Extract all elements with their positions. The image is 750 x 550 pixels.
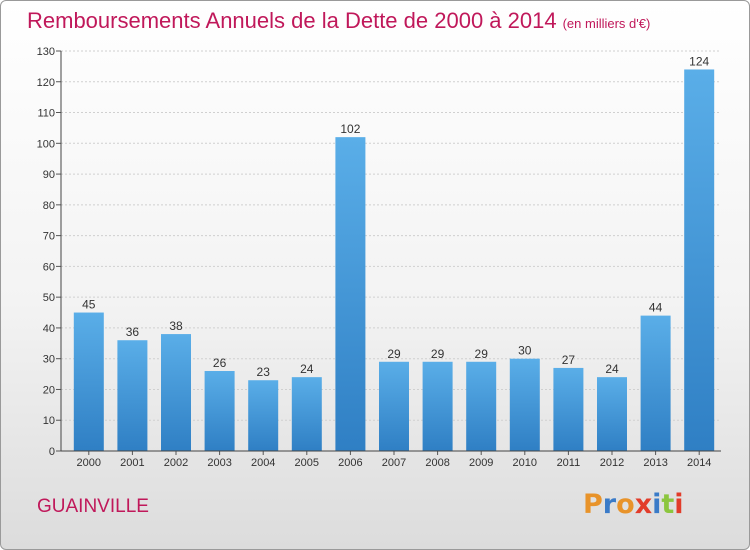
y-axis-ticks: 0 10 20 30 40 50 60 70 80 90 100 110 120 130 [37,46,61,458]
data-label-2001: 36 [126,325,140,339]
x-tick-label-2014: 2014 [687,457,711,469]
x-tick-label-2008: 2008 [425,457,449,469]
x-tick-label-2007: 2007 [382,457,406,469]
y-tick-label: 80 [43,200,55,212]
logo-letter: i [652,489,662,520]
x-tick-label-2001: 2001 [120,457,144,469]
y-tick-label: 130 [37,46,55,58]
bars: 45 2000 36 2001 38 2002 26 2003 23 2004 24 2005 102 2… [73,54,715,469]
bar-2000 [73,312,104,451]
data-label-2009: 29 [475,347,489,361]
data-label-2010: 30 [518,344,532,358]
proxiti-logo: Proxiti [583,489,684,520]
y-tick-label: 60 [43,261,55,273]
bar-2004 [248,380,279,451]
data-label-2007: 29 [387,347,401,361]
x-tick-label-2000: 2000 [77,457,101,469]
y-tick-label: 70 [43,231,55,243]
data-label-2008: 29 [431,347,445,361]
logo-letter: x [634,489,653,520]
bar-2001 [117,340,148,451]
y-tick-label: 40 [43,323,55,335]
bar-2010 [509,358,540,451]
title-text: Remboursements Annuels de la Dette de 20… [27,8,557,33]
data-label-2003: 26 [213,356,227,370]
y-tick-label: 90 [43,169,55,181]
data-label-2002: 38 [169,319,183,333]
x-tick-label-2011: 2011 [557,457,581,469]
bar-2009 [466,361,497,451]
y-tick-label: 100 [37,138,55,150]
bar-2013 [640,315,671,451]
bar-2011 [553,367,584,451]
logo-letter: t [661,489,675,520]
y-tick-label: 120 [37,77,55,89]
x-tick-label-2006: 2006 [338,457,362,469]
bar-2002 [161,334,191,451]
y-tick-label: 0 [49,446,55,458]
axes [60,51,721,452]
x-tick-label-2009: 2009 [469,457,493,469]
bar-2014 [684,69,715,451]
y-tick-label: 20 [43,384,55,396]
y-tick-label: 30 [43,354,55,366]
y-tick-label: 110 [37,108,55,120]
bar-2006 [335,137,366,451]
data-label-2012: 24 [605,362,619,376]
data-label-2014: 124 [689,54,709,68]
x-tick-label-2010: 2010 [513,457,537,469]
chart-title: Remboursements Annuels de la Dette de 20… [27,8,650,34]
bar-2007 [379,361,409,451]
y-tick-label: 50 [43,292,55,304]
data-label-2004: 23 [257,365,271,379]
bar-2008 [422,361,453,451]
data-label-2005: 24 [300,362,314,376]
bar-2012 [597,377,627,451]
x-tick-label-2012: 2012 [600,457,624,469]
logo-letter: P [583,489,603,520]
data-label-2000: 45 [82,298,96,312]
x-tick-label-2005: 2005 [295,457,319,469]
x-tick-label-2002: 2002 [164,457,188,469]
logo-letter: i [674,489,684,520]
bar-2003 [204,371,235,451]
logo-letter: r [602,489,617,520]
y-tick-label: 10 [43,415,55,427]
commune-name: GUAINVILLE [37,496,149,517]
bar-2005 [291,377,322,451]
x-tick-label-2004: 2004 [251,457,275,469]
data-label-2011: 27 [562,353,576,367]
logo-letter: o [616,489,635,520]
x-tick-label-2013: 2013 [643,457,667,469]
x-tick-label-2003: 2003 [207,457,231,469]
data-label-2006: 102 [340,122,360,136]
data-label-2013: 44 [649,301,663,315]
subtitle-text: (en milliers d'€) [562,16,651,31]
